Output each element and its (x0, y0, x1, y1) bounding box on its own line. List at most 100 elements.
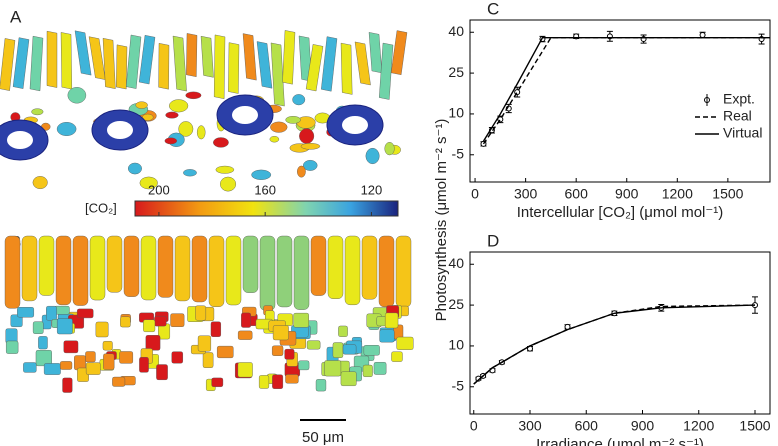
cell (298, 360, 310, 371)
x-tick-label: 600 (575, 418, 599, 434)
cell (378, 235, 395, 308)
legend-label: Expt. (723, 91, 755, 107)
cell (169, 99, 189, 113)
cell (102, 38, 116, 89)
y-tick-label: 25 (448, 296, 464, 312)
cell (391, 351, 403, 362)
cell (88, 36, 106, 80)
cell (123, 235, 140, 297)
x-tick-label: 1500 (712, 186, 743, 202)
cell (324, 360, 342, 377)
cell (202, 352, 214, 368)
x-axis-label: Irradiance (μmol m⁻² s⁻¹) (536, 436, 704, 446)
x-tick-label: 300 (518, 418, 542, 434)
cell (164, 137, 177, 145)
cell (21, 235, 38, 302)
cell (220, 176, 237, 192)
x-tick-label: 1500 (739, 418, 770, 434)
cell (17, 307, 35, 318)
cell (138, 35, 156, 85)
cell (354, 41, 371, 86)
y-tick-label: 10 (448, 337, 464, 353)
cell (191, 235, 208, 303)
cell (46, 305, 57, 321)
cell (270, 42, 285, 107)
x-tick-label: 0 (470, 418, 478, 434)
cell (171, 351, 183, 364)
cell (363, 345, 380, 356)
cell (362, 364, 373, 377)
air-space (107, 121, 133, 139)
cell (23, 362, 37, 373)
cell (56, 318, 73, 335)
colorbar-tick-label: 200 (148, 182, 170, 197)
cell (292, 94, 306, 106)
cell (95, 321, 109, 338)
cell (31, 108, 44, 116)
cell (368, 32, 383, 74)
cell (4, 235, 21, 309)
cell (211, 377, 224, 387)
air-space (7, 131, 33, 149)
y-tick-label: 40 (448, 23, 464, 39)
cell (62, 377, 73, 393)
y-axis-label: Photosynthesis (μmol m⁻² s⁻¹) (433, 119, 450, 322)
cell (237, 330, 253, 340)
x-tick-label: 1200 (683, 418, 714, 434)
cell (242, 33, 257, 81)
cell (157, 235, 174, 298)
cell (170, 313, 185, 327)
x-tick-label: 600 (565, 186, 589, 202)
data-point (699, 31, 706, 38)
cell (195, 305, 207, 321)
cell (72, 235, 89, 306)
colorbar (134, 200, 399, 217)
series-line (482, 36, 770, 142)
cell (344, 235, 361, 306)
cell (282, 30, 296, 85)
cell (139, 176, 158, 190)
cell (242, 235, 259, 293)
cell (293, 235, 310, 310)
cell (35, 350, 52, 367)
cell (55, 235, 72, 306)
cell (237, 362, 253, 378)
cell (120, 316, 131, 328)
cell (174, 235, 191, 302)
colorbar-label: [CO₂] (85, 200, 117, 215)
colorbar-tick-label: 160 (254, 182, 276, 197)
cell (12, 37, 30, 89)
cell (46, 30, 58, 88)
x-tick-label: 900 (615, 186, 639, 202)
cell (272, 374, 284, 389)
cell (258, 375, 270, 389)
air-space (232, 106, 258, 124)
cell (365, 147, 380, 165)
cell (396, 336, 414, 350)
cell (395, 235, 412, 308)
cell (306, 340, 321, 350)
cell (77, 367, 89, 382)
cell (303, 159, 318, 171)
cell (272, 325, 289, 341)
cell (340, 371, 357, 387)
cell (145, 335, 161, 351)
cell (125, 34, 142, 89)
plot-frame (469, 251, 771, 415)
cell (270, 121, 288, 133)
scale-bar-label: 50 μm (302, 429, 344, 446)
cell (300, 143, 321, 150)
cell (74, 30, 92, 76)
cell (154, 315, 167, 327)
cell (200, 35, 214, 78)
cell (38, 235, 55, 296)
cell (127, 162, 142, 175)
cell (116, 44, 128, 90)
cell (29, 35, 44, 92)
cell (210, 321, 221, 337)
cell (67, 87, 87, 104)
colorbar-tick-label: 120 (361, 182, 383, 197)
plot-frame (469, 19, 771, 183)
cell (285, 374, 299, 384)
series-line (473, 304, 756, 385)
